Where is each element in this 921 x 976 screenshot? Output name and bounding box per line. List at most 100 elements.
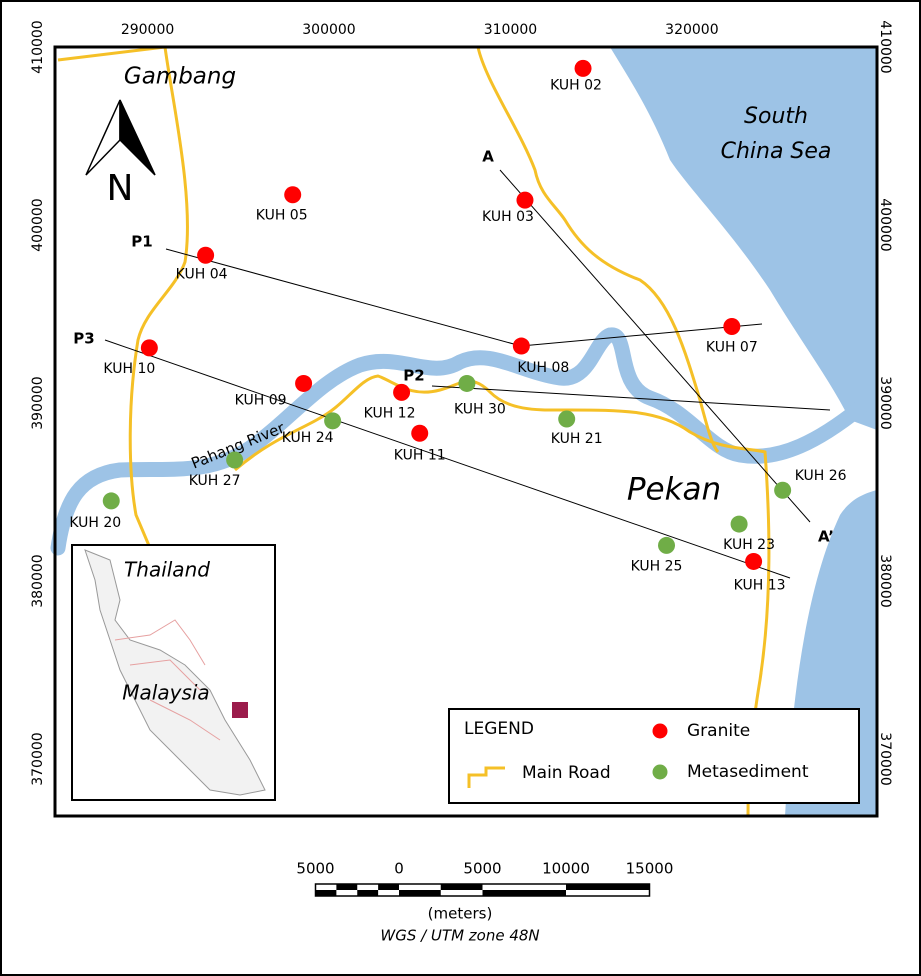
profile-line (520, 323, 763, 347)
sample-point (745, 552, 763, 570)
sample-label: KUH 05 (256, 208, 308, 224)
legend-box (448, 708, 860, 804)
x-tick-label: 310000 (484, 22, 537, 38)
profile-line (499, 169, 811, 523)
profile-lines (104, 169, 831, 579)
sample-label: KUH 08 (517, 360, 569, 376)
north-arrow: N (85, 99, 156, 209)
y-tick-label: 410000 (30, 20, 46, 73)
y-tick-label-right: 400000 (877, 198, 893, 251)
inset-map: Thailand Malaysia (71, 544, 276, 801)
river (50, 327, 868, 556)
sample-point (516, 191, 534, 209)
borders (114, 619, 221, 741)
arrow-right (119, 99, 156, 176)
y-tick-label-right: 380000 (877, 554, 893, 607)
scale-tick-label: 0 (394, 860, 404, 878)
place-label: China Sea (721, 139, 832, 164)
sample-point (512, 337, 530, 355)
location-marker (232, 702, 248, 718)
sample-label: KUH 25 (631, 558, 683, 574)
sample-label: KUH 26 (795, 468, 847, 484)
sample-point (226, 451, 244, 469)
x-tick-label: 320000 (665, 22, 718, 38)
inset-label: Thailand (124, 558, 210, 582)
scale-tick-label: 15000 (626, 860, 674, 878)
sample-label: KUH 21 (551, 431, 603, 447)
y-tick-label: 390000 (30, 376, 46, 429)
y-tick-label-right: 410000 (877, 20, 893, 73)
sample-label: KUH 11 (394, 447, 446, 463)
scale-tick-label: 10000 (542, 860, 590, 878)
sample-point (284, 186, 302, 204)
profile-label: P2 (403, 367, 424, 385)
sample-point (197, 246, 215, 264)
scale-bar-segment (482, 890, 566, 896)
scale-tick-label: 5000 (296, 860, 334, 878)
sample-point (658, 536, 676, 554)
projection: WGS / UTM zone 48N (380, 927, 539, 945)
legend-label: Metasediment (687, 762, 809, 782)
y-tick-label-right: 370000 (877, 732, 893, 785)
scale-bar-segment (440, 884, 483, 890)
legend-marker (652, 723, 668, 739)
sample-point (774, 481, 792, 499)
scale-unit: (meters) (428, 905, 493, 923)
north-label: N (107, 168, 134, 209)
scale-bar-segment (357, 890, 379, 896)
map-frame (53, 45, 879, 818)
scale-bar-segment (336, 884, 358, 890)
sample-point (558, 410, 576, 428)
sample-label: KUH 24 (282, 430, 334, 446)
scale-tick-label: 5000 (463, 860, 501, 878)
legend-road-icon (467, 766, 505, 788)
legend-label: Granite (687, 721, 750, 741)
place-label: South (744, 104, 808, 129)
sample-label: KUH 02 (550, 77, 602, 93)
sample-point (324, 412, 342, 430)
map-area: P1 P2 P3 A A’ Gambang South China Sea Pe… (50, 45, 877, 817)
sample-point (102, 492, 120, 510)
profile-line (431, 385, 831, 411)
place-label: Pekan (627, 472, 721, 508)
profile-label: P3 (73, 330, 94, 348)
sample-point (723, 317, 741, 335)
sample-point (393, 383, 411, 401)
sample-point (458, 374, 476, 392)
sample-label: KUH 03 (482, 209, 534, 225)
sample-label: KUH 23 (723, 537, 775, 553)
scale-bar-segment (378, 884, 399, 890)
scale-bar-segment (315, 890, 337, 896)
sample-label: KUH 10 (103, 361, 155, 377)
profile-label: P1 (131, 233, 152, 251)
profile-label: A’ (818, 528, 834, 546)
y-tick-label: 400000 (30, 198, 46, 251)
y-tick-label: 380000 (30, 554, 46, 607)
sample-label: KUH 30 (454, 401, 506, 417)
profile-line (104, 339, 791, 579)
peninsula (84, 549, 266, 796)
sample-label: KUH 20 (69, 515, 121, 531)
inset-label: Malaysia (122, 681, 209, 705)
x-tick-label: 300000 (302, 22, 355, 38)
sample-label: KUH 09 (235, 392, 287, 408)
scale-bar-segment (399, 890, 441, 896)
legend-title: LEGEND (464, 719, 534, 739)
legend-label: Main Road (522, 763, 611, 783)
sample-label: KUH 04 (176, 266, 228, 282)
legend-marker (652, 764, 668, 780)
sample-point (295, 374, 313, 392)
scale-bar-segment (566, 884, 650, 890)
x-tick-label: 290000 (121, 22, 174, 38)
road (57, 45, 189, 549)
roads (57, 45, 771, 817)
sample-label: KUH 12 (364, 405, 416, 421)
sample-point (574, 59, 592, 77)
sample-label: KUH 07 (706, 339, 758, 355)
sample-point (411, 424, 429, 442)
profile-label: A (482, 148, 494, 166)
sea (610, 47, 877, 816)
sample-label: KUH 27 (189, 473, 241, 489)
road (234, 374, 771, 817)
